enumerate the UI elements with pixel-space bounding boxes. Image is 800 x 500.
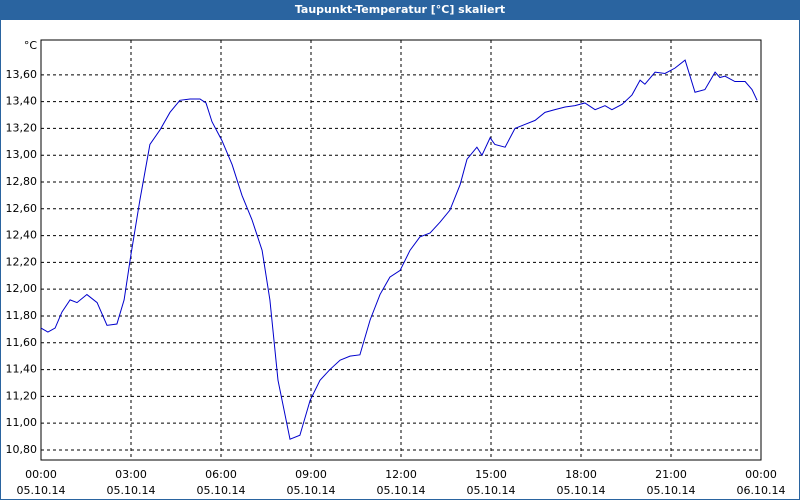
- x-tick-label: 21:00: [655, 468, 687, 481]
- y-tick-label: 13,00: [6, 148, 38, 161]
- y-tick-label: 12,80: [6, 175, 38, 188]
- y-tick-label: 11,60: [6, 336, 38, 349]
- y-tick-label: 12,20: [6, 255, 38, 268]
- x-tick-date: 05.10.14: [107, 484, 156, 497]
- x-tick-date: 05.10.14: [377, 484, 426, 497]
- x-tick-label: 15:00: [475, 468, 507, 481]
- y-tick-label: 11,80: [6, 309, 38, 322]
- y-tick-label: 11,00: [6, 416, 38, 429]
- y-tick-label: 13,60: [6, 68, 38, 81]
- plot-frame: [40, 39, 762, 461]
- x-tick-date: 05.10.14: [467, 484, 516, 497]
- x-tick-date: 06.10.14: [737, 484, 786, 497]
- x-tick-date: 05.10.14: [647, 484, 696, 497]
- chart-title: Taupunkt-Temperatur [°C] skaliert: [295, 3, 505, 16]
- x-tick-label: 09:00: [295, 468, 327, 481]
- x-tick-date: 05.10.14: [557, 484, 606, 497]
- x-tick-date: 05.10.14: [197, 484, 246, 497]
- y-tick-label: 11,40: [6, 363, 38, 376]
- x-tick-label: 00:00: [745, 468, 777, 481]
- y-tick-label: 13,40: [6, 95, 38, 108]
- x-tick-label: 12:00: [385, 468, 417, 481]
- y-axis-label: °C: [24, 39, 38, 52]
- y-tick-label: 12,00: [6, 282, 38, 295]
- y-tick-label: 10,80: [6, 443, 38, 456]
- y-tick-label: 12,60: [6, 202, 38, 215]
- line-series: [40, 59, 758, 440]
- x-tick-date: 05.10.14: [17, 484, 66, 497]
- title-bar: [0, 0, 800, 20]
- y-tick-label: 13,20: [6, 121, 38, 134]
- x-tick-label: 06:00: [205, 468, 237, 481]
- x-tick-label: 18:00: [565, 468, 597, 481]
- y-tick-label: 11,20: [6, 389, 38, 402]
- x-tick-label: 03:00: [115, 468, 147, 481]
- x-tick-label: 00:00: [25, 468, 57, 481]
- x-tick-date: 05.10.14: [287, 484, 336, 497]
- y-tick-label: 12,40: [6, 229, 38, 242]
